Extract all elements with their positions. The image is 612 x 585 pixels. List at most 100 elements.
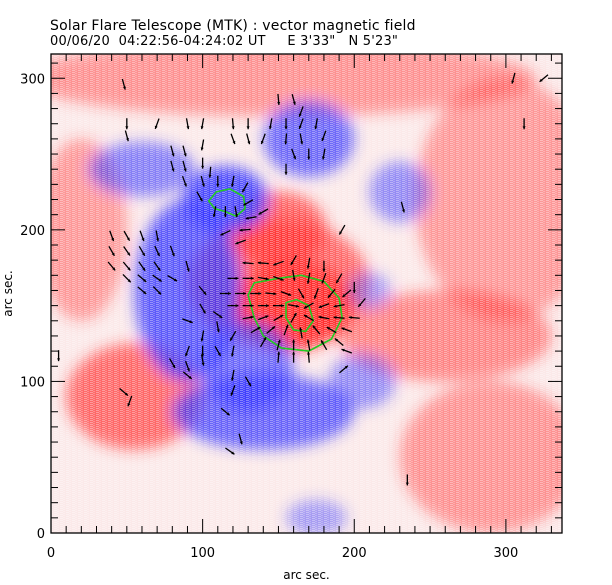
- vector-arrow: [342, 289, 352, 298]
- vector-arrow: [306, 257, 311, 269]
- vector-head: [232, 140, 236, 145]
- vector-head: [201, 183, 205, 187]
- vector-arrow: [168, 358, 176, 369]
- x-tick-label: 100: [190, 546, 215, 561]
- vector-head: [231, 126, 235, 130]
- vector-arrow: [123, 246, 131, 256]
- vector-head: [284, 141, 288, 145]
- x-tick-label: 300: [493, 546, 518, 561]
- y-tick-label: 200: [20, 224, 45, 239]
- vector-arrow: [125, 118, 129, 130]
- vector-arrow: [230, 133, 236, 145]
- vector-arrow: [291, 93, 296, 105]
- plot-frame: [50, 53, 563, 534]
- vector-arrow: [257, 276, 269, 281]
- vector-arrow: [212, 311, 223, 319]
- vector-arrow: [167, 275, 178, 282]
- x-tick-label: 0: [47, 546, 55, 561]
- vector-head: [246, 126, 250, 130]
- vector-arrow: [326, 326, 337, 334]
- vector-head: [235, 241, 239, 245]
- vector-head: [277, 102, 281, 105]
- vector-arrow: [127, 395, 133, 407]
- vector-head: [242, 188, 246, 193]
- vector-head: [230, 392, 234, 396]
- vector-arrow: [57, 350, 61, 362]
- vector-head: [57, 358, 61, 362]
- vector-arrow: [108, 245, 115, 257]
- vector-arrow: [266, 325, 276, 334]
- vector-arrow: [201, 354, 205, 366]
- vector-arrow: [107, 261, 116, 271]
- vector-head: [122, 86, 126, 90]
- vector-head: [189, 320, 193, 324]
- vector-head: [277, 339, 281, 343]
- vector-head: [143, 278, 147, 282]
- vector-arrow: [307, 351, 311, 363]
- field-vectors: [57, 72, 549, 486]
- vector-arrow: [268, 118, 273, 130]
- axes: [50, 53, 563, 534]
- vector-arrow: [219, 291, 231, 296]
- vector-head: [341, 348, 345, 352]
- vector-head: [201, 165, 205, 169]
- vector-arrow: [299, 133, 304, 145]
- vector-head: [339, 231, 343, 235]
- y-axis-label: arc sec.: [1, 270, 15, 316]
- vector-arrow: [184, 360, 190, 372]
- vector-arrow: [198, 285, 207, 296]
- vector-arrow: [181, 175, 187, 187]
- vector-head: [243, 291, 247, 296]
- vector-head: [171, 168, 175, 172]
- vector-arrow: [284, 163, 288, 175]
- vector-arrow: [290, 255, 297, 266]
- vector-arrow: [153, 261, 161, 272]
- vector-arrow: [257, 261, 269, 265]
- vector-head: [183, 168, 187, 172]
- vector-head: [257, 261, 261, 265]
- contour-inner: [285, 298, 315, 333]
- vector-arrow: [234, 206, 238, 218]
- vector-head: [230, 337, 233, 341]
- vector-arrow: [170, 145, 175, 157]
- vector-arrow: [230, 175, 235, 187]
- vector-head: [235, 276, 239, 280]
- vector-arrow: [182, 371, 193, 380]
- vector-head: [258, 211, 262, 215]
- vector-arrow: [123, 230, 131, 241]
- vector-head: [127, 279, 131, 283]
- vector-head: [186, 368, 190, 372]
- vector-head: [219, 315, 223, 318]
- vector-head: [312, 325, 316, 329]
- vector-arrow: [200, 118, 205, 130]
- vector-head: [201, 353, 205, 357]
- vector-arrow: [258, 208, 269, 215]
- vector-arrow: [273, 275, 284, 281]
- vector-arrow: [250, 291, 262, 296]
- vector-head: [203, 291, 207, 295]
- vector-head: [268, 126, 272, 130]
- vector-arrow: [220, 407, 231, 416]
- vector-head: [281, 304, 284, 308]
- vector-head: [247, 141, 251, 145]
- vector-head: [127, 252, 130, 256]
- vector-head: [111, 252, 115, 256]
- vector-head: [183, 153, 187, 157]
- vector-head: [341, 327, 345, 331]
- vector-head: [142, 267, 146, 271]
- vector-head: [200, 126, 204, 130]
- vector-arrow: [239, 228, 251, 232]
- vector-head: [321, 137, 325, 142]
- vector-arrow: [405, 474, 409, 486]
- vector-head: [202, 310, 206, 314]
- vector-arrow: [321, 148, 326, 160]
- vector-arrow: [246, 118, 250, 130]
- vector-head: [245, 216, 249, 220]
- vector-head: [171, 253, 175, 257]
- vector-arrow: [333, 315, 345, 320]
- vector-arrow: [122, 273, 132, 283]
- vector-head: [313, 295, 317, 299]
- vector-arrow: [284, 118, 288, 130]
- vector-head: [299, 327, 303, 331]
- vector-head: [285, 324, 289, 328]
